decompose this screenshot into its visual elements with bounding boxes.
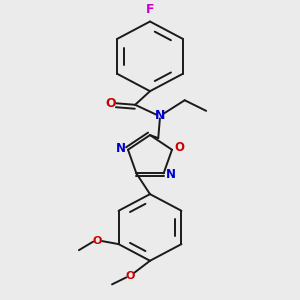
Text: N: N [116,142,126,155]
Text: O: O [92,236,102,246]
Text: F: F [146,3,154,16]
Text: O: O [174,141,184,154]
Text: O: O [125,271,135,281]
Text: N: N [166,168,176,181]
Text: N: N [155,109,165,122]
Text: O: O [105,97,116,110]
